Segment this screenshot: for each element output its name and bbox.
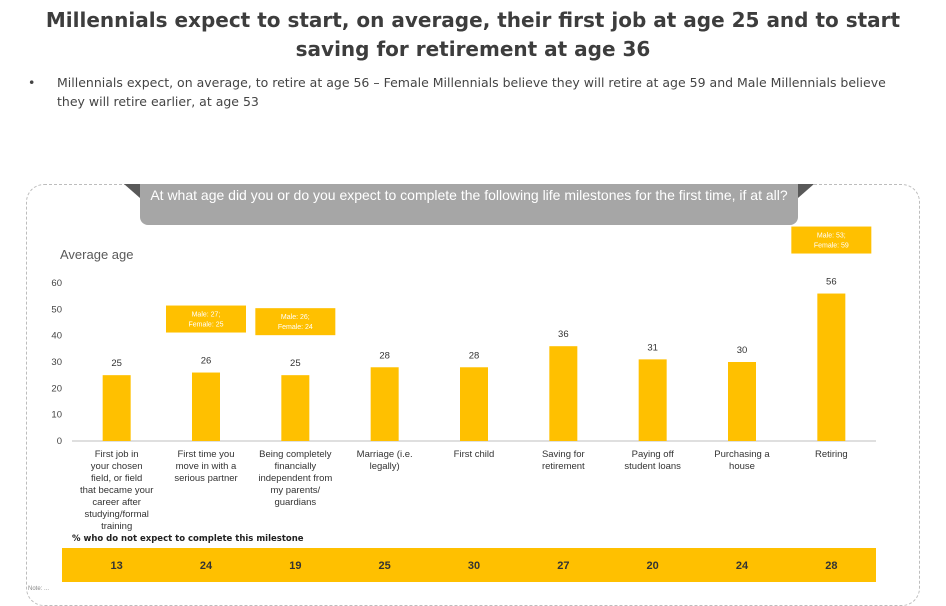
bar (281, 375, 310, 441)
category-label-line: Marriage (i.e. (357, 449, 413, 460)
annotation-text: Female: 24 (278, 324, 313, 331)
annotation-text: Female: 25 (188, 322, 223, 329)
category-label: First job in your chosen field, or field th… (80, 449, 153, 532)
not-expected-value: 13 (110, 560, 123, 572)
bar (728, 362, 756, 441)
y-tick-label: 60 (51, 278, 62, 289)
annotation-box (791, 226, 872, 254)
category-label-line: Purchasing a (714, 449, 770, 460)
data-label: 30 (737, 345, 748, 356)
category-label-line: career after (92, 497, 141, 508)
data-label: 25 (290, 358, 301, 369)
annotation-text: Male: 26; (281, 314, 310, 321)
category-label-line: guardians (274, 497, 316, 508)
category-label-line: Being completely (259, 449, 332, 460)
question-box-corner-left (124, 184, 140, 198)
data-label: 36 (558, 329, 569, 340)
category-label: First child (454, 449, 495, 460)
annotation-box (166, 305, 246, 333)
annotation-text: Male: 27; (192, 312, 221, 319)
y-tick-label: 10 (51, 410, 62, 421)
category-label-line: independent from (258, 473, 332, 484)
bar (460, 367, 488, 441)
bullet-marker: • (28, 75, 36, 90)
footnote: Note: ... (28, 586, 50, 592)
category-label-line: First job in (95, 449, 139, 460)
not-expected-value: 25 (378, 560, 391, 572)
data-label: 31 (647, 342, 658, 353)
category-label: Being completely financially independent f… (258, 449, 332, 508)
not-expected-value: 24 (735, 560, 749, 572)
data-label: 25 (111, 358, 122, 369)
bar (817, 293, 846, 441)
annotation-text: Male: 53; (817, 233, 846, 240)
page-title: Millennials expect to start, on average,… (45, 8, 901, 61)
category-label-line: First time you (177, 449, 234, 460)
category-label-line: my parents/ (271, 485, 321, 496)
data-label: 26 (201, 356, 212, 367)
category-label: Retiring (815, 449, 848, 460)
category-label-line: that became your (80, 485, 153, 496)
annotation-box (255, 308, 336, 336)
y-axis-label: Average age (60, 247, 134, 262)
category-label-line: house (729, 461, 755, 472)
y-tick-label: 20 (51, 383, 62, 394)
bar (549, 346, 578, 441)
question-box-corner-right (798, 184, 814, 198)
not-expected-value: 27 (557, 560, 570, 572)
y-tick-label: 50 (51, 304, 62, 315)
data-label: 28 (379, 350, 390, 361)
not-expected-value: 19 (289, 560, 302, 572)
bar (192, 372, 220, 441)
category-label: Marriage (i.e. legally) (357, 449, 413, 472)
y-tick-label: 0 (57, 436, 62, 447)
category-label-line: First child (454, 449, 495, 460)
category-label-line: studying/formal (84, 509, 148, 520)
y-tick-label: 40 (51, 331, 62, 342)
category-label-line: Saving for (542, 449, 585, 460)
category-label-line: training (101, 521, 132, 532)
category-label-line: financially (274, 461, 316, 472)
category-label: Saving for retirement (542, 449, 585, 472)
annotation-text: Female: 59 (814, 243, 849, 250)
not-expected-value: 28 (825, 560, 838, 572)
category-label-line: your chosen (91, 461, 143, 472)
survey-question: At what age did you or do you expect to … (140, 184, 798, 225)
category-label: First time you move in with a serious part… (174, 449, 237, 484)
not-expected-title: % who do not expect to complete this mil… (72, 534, 304, 544)
category-label-line: student loans (624, 461, 681, 472)
category-label-line: Paying off (632, 449, 674, 460)
bar (370, 367, 399, 441)
not-expected-value: 30 (467, 560, 481, 572)
category-label: Purchasing a house (714, 449, 770, 472)
bar (638, 359, 667, 441)
not-expected-value: 24 (199, 560, 213, 572)
category-label-line: field, or field (91, 473, 142, 484)
not-expected-value: 20 (646, 560, 659, 572)
category-label-line: retirement (542, 461, 585, 472)
category-label-line: move in with a (176, 461, 237, 472)
bullet-text: Millennials expect, on average, to retir… (57, 75, 886, 109)
category-label: Paying off student loans (624, 449, 681, 472)
bar (102, 375, 131, 441)
category-label-line: Retiring (815, 449, 848, 460)
category-label-line: serious partner (174, 473, 237, 484)
data-label: 28 (469, 350, 480, 361)
category-label-line: legally) (370, 461, 400, 472)
data-label: 56 (826, 277, 837, 288)
not-expected-strip (62, 548, 876, 582)
y-tick-label: 30 (51, 357, 62, 368)
